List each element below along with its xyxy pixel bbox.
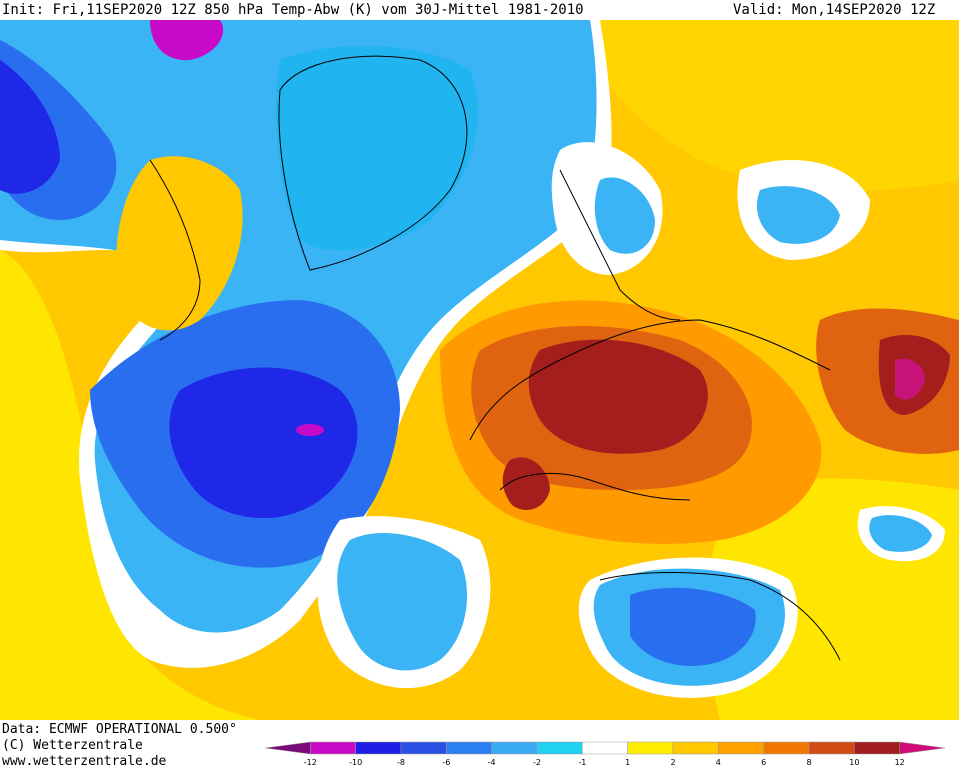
data-source: Data: ECMWF OPERATIONAL 0.500°: [2, 722, 237, 737]
credits: Data: ECMWF OPERATIONAL 0.500° (C) Wette…: [2, 722, 237, 770]
anomaly-field: [276, 46, 478, 251]
legend-swatch: [627, 741, 674, 755]
legend-swatch: [446, 741, 492, 755]
anomaly-field: [594, 177, 655, 254]
legend-tick-label: -2: [533, 758, 541, 767]
color-legend: -12 -10 -8 -6 -4 -2 -1 1 2 4 6 8 10 12: [255, 740, 955, 768]
legend-swatch: [491, 741, 538, 755]
legend-tick-label: -4: [488, 758, 496, 767]
legend-tick-label: 8: [806, 758, 811, 767]
legend-tick-label: -10: [349, 758, 362, 767]
anomaly-field: [169, 367, 358, 519]
map-header: Init: Fri,11SEP2020 12Z 850 hPa Temp-Abw…: [0, 0, 959, 20]
anomaly-field: [895, 358, 925, 400]
legend-swatch: [400, 741, 447, 755]
legend-swatch: [808, 741, 855, 755]
temperature-anomaly-map: [0, 20, 959, 720]
legend-tick-label: 1: [625, 758, 630, 767]
map-footer: Data: ECMWF OPERATIONAL 0.500° (C) Wette…: [0, 720, 959, 770]
legend-swatch: [672, 741, 719, 755]
legend-tick-label: 4: [716, 758, 721, 767]
website: www.wetterzentrale.de: [2, 754, 167, 769]
legend-swatch: [899, 741, 946, 755]
anomaly-field: [296, 424, 324, 436]
copyright: (C) Wetterzentrale: [2, 738, 143, 753]
legend-bar: -12 -10 -8 -6 -4 -2 -1 1 2 4 6 8 10 12: [264, 741, 946, 767]
legend-tick-label: 2: [670, 758, 675, 767]
valid-time: Valid: Mon,14SEP2020 12Z: [733, 2, 936, 18]
legend-swatch: [763, 741, 810, 755]
legend-tick-label: -12: [304, 758, 317, 767]
legend-swatch: [264, 741, 311, 755]
legend-tick-label: 6: [761, 758, 766, 767]
anomaly-field: [560, 20, 959, 191]
anomaly-field: [630, 587, 756, 666]
legend-swatch: [310, 741, 356, 755]
legend-swatch: [854, 741, 900, 755]
anomaly-field: [528, 339, 708, 454]
legend-tick-label: 12: [895, 758, 905, 767]
legend-swatch: [355, 741, 402, 755]
legend-swatch: [536, 741, 583, 755]
map-canvas: [0, 20, 959, 720]
legend-tick-label: -6: [442, 758, 450, 767]
legend-tick-label: -8: [397, 758, 405, 767]
coastlines: [149, 55, 841, 661]
anomaly-field: [150, 20, 224, 61]
anomaly-field: [0, 250, 260, 720]
anomaly-field: [502, 457, 550, 510]
legend-swatch: [718, 741, 764, 755]
anomaly-field: [337, 532, 468, 671]
legend-swatch: [582, 741, 628, 755]
anomaly-field: [869, 515, 932, 552]
legend-tick-label: 10: [849, 758, 859, 767]
init-title: Init: Fri,11SEP2020 12Z 850 hPa Temp-Abw…: [2, 2, 584, 18]
anomaly-field: [756, 186, 840, 244]
anomaly-field: [116, 156, 243, 331]
legend-tick-label: -1: [578, 758, 586, 767]
anomaly-field: [0, 60, 60, 194]
